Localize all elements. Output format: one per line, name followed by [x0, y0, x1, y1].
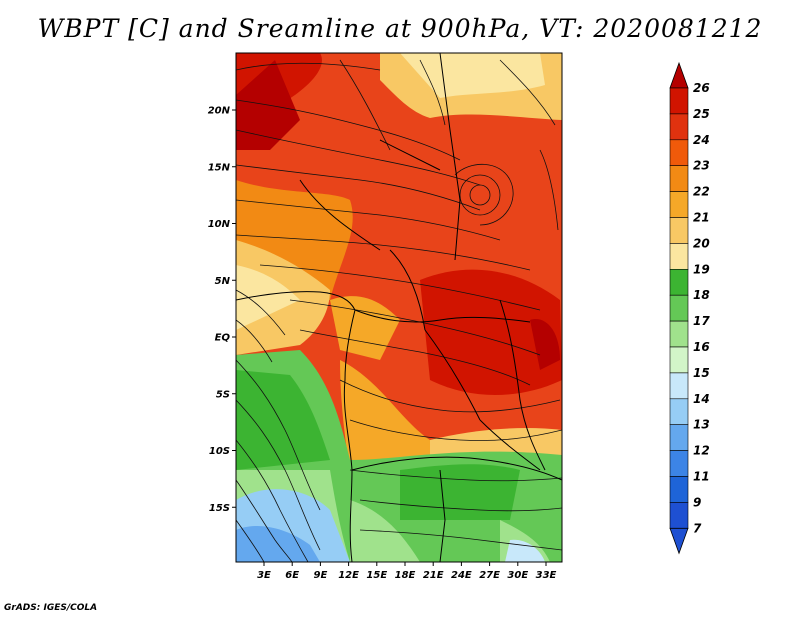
- colorbar-segment: [669, 476, 689, 503]
- colorbar-label: 25: [693, 107, 710, 121]
- lat-label: 5N: [215, 276, 231, 287]
- wbpt-shading: [236, 53, 562, 562]
- lat-label: 15N: [208, 162, 231, 173]
- colorbar-label: 14: [693, 392, 710, 406]
- colorbar-segment: [669, 87, 689, 115]
- colorbar-segment: [669, 398, 689, 425]
- colorbar-segment: [669, 320, 689, 348]
- colorbar-segment: [669, 268, 689, 296]
- credit-label: GrADS: IGES/COLA: [4, 603, 98, 613]
- colorbar-label: 7: [693, 521, 702, 535]
- lon-label: 3E: [257, 570, 271, 581]
- map-frame: [235, 52, 563, 563]
- colorbar-top-arrow: [669, 61, 689, 89]
- longitude-axis: 3E 6E 9E 12E 15E 18E 21E 24E 27E 30E 33E: [257, 562, 557, 581]
- colorbar-segment: [669, 113, 689, 141]
- colorbar-label: 20: [693, 236, 710, 250]
- colorbar-label: 24: [693, 133, 710, 147]
- lon-label: 6E: [285, 570, 299, 581]
- colorbar-label: 16: [693, 340, 710, 354]
- colorbar-label: 11: [693, 470, 710, 484]
- colorbar-segment: [669, 217, 689, 244]
- colorbar-segment: [669, 139, 689, 167]
- lat-label: 5S: [216, 389, 230, 400]
- lon-label: 24E: [451, 570, 472, 581]
- lon-label: 30E: [507, 570, 528, 581]
- colorbar-label: 26: [693, 81, 710, 95]
- colorbar-segment: [669, 450, 689, 477]
- lon-label: 33E: [536, 570, 557, 581]
- colorbar-segment: [669, 165, 689, 192]
- streamlines: [236, 59, 562, 562]
- lon-label: 12E: [338, 570, 359, 581]
- map-title: WBPT [C] and Sreamline at 900hPa, VT: 20…: [37, 14, 763, 43]
- colorbar-segment: [669, 372, 689, 400]
- colorbar-label: 21: [693, 211, 710, 225]
- colorbar-label: 12: [693, 444, 710, 458]
- latitude-axis: 20N 15N 10N 5N EQ 5S 10S 15S: [208, 106, 236, 514]
- colorbar-label: 9: [693, 495, 701, 509]
- lat-label: 10S: [209, 446, 230, 457]
- lat-label: 20N: [208, 106, 231, 117]
- lon-label: 9E: [314, 570, 328, 581]
- colorbar-label: 17: [693, 314, 710, 328]
- colorbar-label: 19: [693, 262, 710, 276]
- colorbar-label: 13: [693, 418, 710, 432]
- colorbar-label: 23: [693, 159, 710, 173]
- lat-label: 10N: [208, 219, 231, 230]
- colorbar-segment: [669, 424, 689, 451]
- lon-label: 15E: [366, 570, 387, 581]
- colorbar-label: 15: [693, 366, 710, 380]
- lon-label: 18E: [395, 570, 416, 581]
- colorbar-segment: [669, 243, 689, 270]
- colorbar-segment: [669, 294, 689, 322]
- colorbar-segment: [669, 191, 689, 218]
- colorbar-label: 22: [693, 185, 710, 199]
- colorbar-label: 18: [693, 288, 710, 302]
- lon-label: 27E: [479, 570, 500, 581]
- lon-label: 21E: [423, 570, 444, 581]
- colorbar-segment: [669, 502, 689, 529]
- lat-label: EQ: [215, 333, 231, 344]
- lat-label: 15S: [209, 503, 230, 514]
- borders: [236, 53, 562, 562]
- colorbar-segment: [669, 346, 689, 374]
- colorbar-bottom-arrow: [669, 527, 689, 555]
- colorbar: 26 25 24 23 22 21 20 19 18 17 16 15 14 13 12 11 9 7: [669, 61, 710, 555]
